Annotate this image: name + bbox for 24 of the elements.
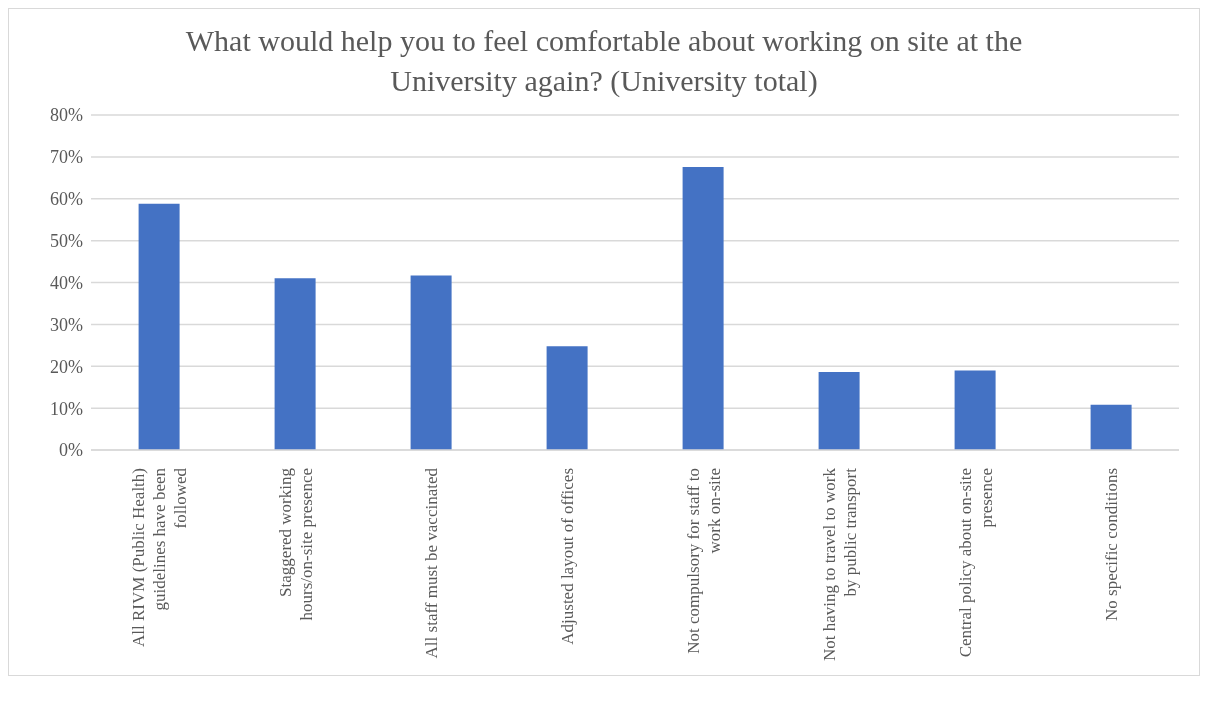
bar bbox=[954, 370, 996, 450]
x-tick-label: Adjusted layout of offices bbox=[558, 468, 577, 645]
x-tick-label: Central policy about on-site presence bbox=[955, 468, 996, 658]
bar bbox=[818, 372, 860, 450]
bar bbox=[410, 275, 452, 450]
bar bbox=[274, 278, 316, 450]
y-tick-label: 30% bbox=[50, 314, 83, 335]
bar bbox=[546, 346, 588, 450]
y-tick-label: 20% bbox=[50, 356, 83, 377]
x-tick-label: All RIVM (Public Health) guidelines have been followed bbox=[129, 467, 190, 647]
y-tick-label: 0% bbox=[59, 440, 83, 461]
x-tick-label: Not compulsory for staff to work on-site bbox=[683, 468, 724, 654]
y-tick-label: 70% bbox=[50, 147, 83, 168]
y-tick-label: 40% bbox=[50, 272, 83, 293]
y-tick-label: 60% bbox=[50, 189, 83, 210]
chart-title: What would help you to feel comfortable about working on site at the University again? (University total) bbox=[184, 23, 1024, 99]
bar bbox=[1090, 404, 1132, 450]
x-tick-label: No specific conditions bbox=[1102, 468, 1121, 621]
x-tick-label: All staff must be vaccinated bbox=[422, 467, 441, 659]
y-tick-label: 80% bbox=[50, 105, 83, 126]
bar bbox=[682, 166, 724, 450]
bar bbox=[138, 203, 180, 450]
y-tick-label: 50% bbox=[50, 231, 83, 252]
y-tick-label: 10% bbox=[50, 398, 83, 419]
